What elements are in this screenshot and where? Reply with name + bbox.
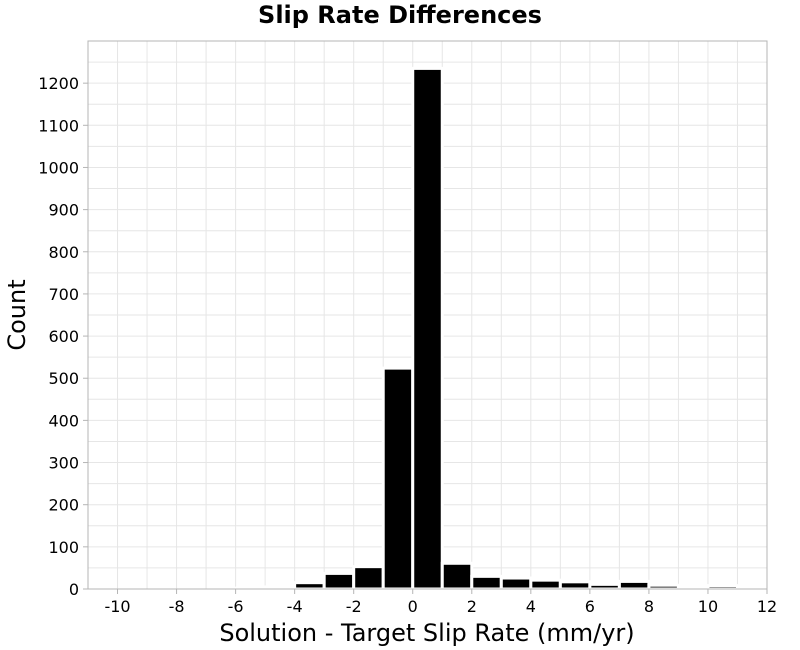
- histogram-bar: [647, 583, 680, 591]
- plot-frame: [87, 40, 768, 590]
- bars: [234, 66, 739, 591]
- histogram-bar: [558, 580, 592, 591]
- histogram-bar: [706, 584, 739, 591]
- y-tick-label: 500: [48, 369, 79, 388]
- y-tick-label: 600: [48, 327, 79, 346]
- histogram-bar: [322, 571, 356, 591]
- x-tick-label: -2: [346, 597, 362, 616]
- y-tick-label: 1200: [38, 74, 79, 93]
- histogram-bar: [499, 576, 533, 591]
- y-axis-label: Count: [3, 279, 31, 350]
- y-tick-label: 1000: [38, 158, 79, 177]
- x-tick-label: -8: [169, 597, 185, 616]
- y-tick-label: 800: [48, 243, 79, 262]
- histogram-bar: [470, 574, 503, 591]
- y-axis-ticks: 0 100 200 300 400 500 600 700 800 900 1000 1100 1200: [38, 74, 88, 599]
- chart-title: Slip Rate Differences: [258, 1, 542, 29]
- histogram-bar: [617, 579, 651, 591]
- y-tick-label: 1100: [38, 116, 79, 135]
- x-tick-label: 8: [644, 597, 654, 616]
- y-tick-label: 400: [48, 411, 79, 430]
- y-tick-label: 200: [48, 496, 79, 515]
- y-tick-label: 900: [48, 201, 79, 220]
- x-tick-label: 12: [757, 597, 777, 616]
- x-tick-label: 10: [698, 597, 718, 616]
- histogram-bar: [588, 582, 621, 591]
- x-axis-ticks: -10 -8 -6 -4 -2 0 2 4 6 8 10 12: [104, 589, 777, 616]
- x-axis-label: Solution - Target Slip Rate (mm/yr): [219, 619, 634, 647]
- x-tick-label: -4: [287, 597, 303, 616]
- histogram-bar: [529, 578, 562, 591]
- histogram-bar: [293, 581, 326, 591]
- y-tick-label: 700: [48, 285, 79, 304]
- x-tick-label: 4: [526, 597, 536, 616]
- x-tick-label: -10: [104, 597, 130, 616]
- y-tick-label: 0: [69, 580, 79, 599]
- x-tick-label: 0: [408, 597, 418, 616]
- histogram-bar: [411, 66, 444, 591]
- x-tick-label: 6: [585, 597, 595, 616]
- histogram-bar: [381, 366, 415, 591]
- histogram-bar: [352, 565, 385, 591]
- histogram-bar: [440, 561, 474, 591]
- x-tick-label: 2: [467, 597, 477, 616]
- y-tick-label: 300: [48, 454, 79, 473]
- y-tick-label: 100: [48, 538, 79, 557]
- x-tick-label: -6: [228, 597, 244, 616]
